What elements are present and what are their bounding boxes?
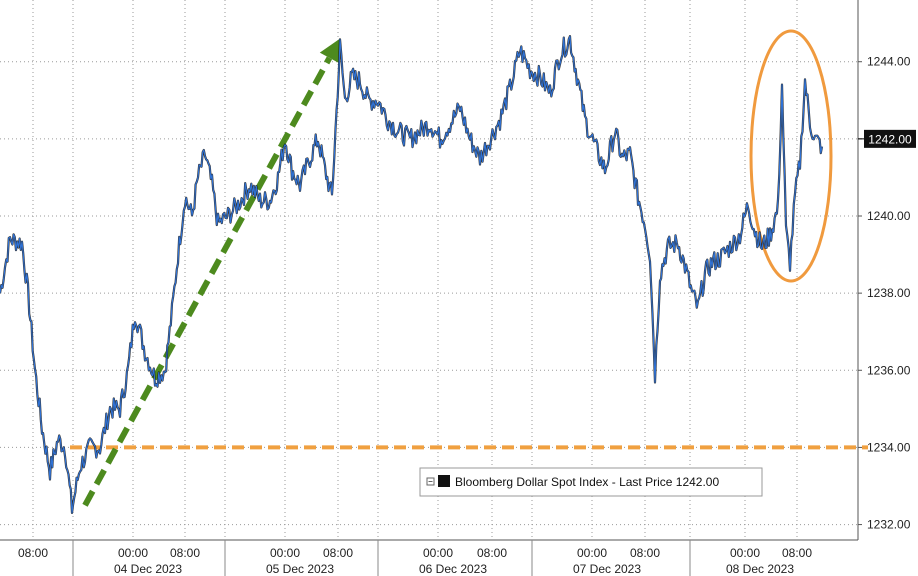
y-tick-label: 1244.00 — [867, 55, 911, 69]
legend: Bloomberg Dollar Spot Index - Last Price… — [419, 467, 763, 497]
series — [0, 35, 824, 514]
y-tick-label: 1232.00 — [867, 518, 911, 532]
y-tick-label: 1234.00 — [867, 440, 911, 454]
legend-frame — [419, 467, 763, 497]
x-tick-label: 00:00 — [577, 546, 607, 560]
x-tick-label: 08:00 — [170, 546, 200, 560]
date-label: 07 Dec 2023 — [573, 562, 641, 576]
trend-arrow — [82, 56, 333, 507]
x-tick-label: 08:00 — [18, 546, 48, 560]
legend-box: Bloomberg Dollar Spot Index - Last Price… — [419, 467, 763, 497]
y-tick-label: 1238.00 — [867, 286, 911, 300]
x-tick-label: 00:00 — [118, 546, 148, 560]
series-line — [0, 35, 823, 514]
x-tick-label: 00:00 — [730, 546, 760, 560]
date-label: 06 Dec 2023 — [419, 562, 487, 576]
legend-swatch — [438, 475, 450, 487]
legend-label: Bloomberg Dollar Spot Index - Last Price… — [455, 475, 719, 489]
last-price-badge — [864, 129, 916, 148]
trend-arrow-head — [319, 38, 340, 64]
date-label: 04 Dec 2023 — [114, 562, 182, 576]
last-price-label: 1242.00 — [868, 132, 912, 146]
x-tick-label: 00:00 — [423, 546, 453, 560]
x-tick-label: 08:00 — [477, 546, 507, 560]
date-label: 05 Dec 2023 — [266, 562, 334, 576]
x-tick-label: 08:00 — [782, 546, 812, 560]
date-label: 08 Dec 2023 — [726, 562, 794, 576]
y-tick-label: 1236.00 — [867, 363, 911, 377]
x-tick-label: 00:00 — [270, 546, 300, 560]
y-tick-label: 1240.00 — [867, 209, 911, 223]
highlight-ellipse — [749, 29, 833, 283]
grid — [0, 0, 858, 540]
x-tick-label: 08:00 — [630, 546, 660, 560]
annotations — [70, 29, 868, 507]
x-tick-label: 08:00 — [323, 546, 353, 560]
